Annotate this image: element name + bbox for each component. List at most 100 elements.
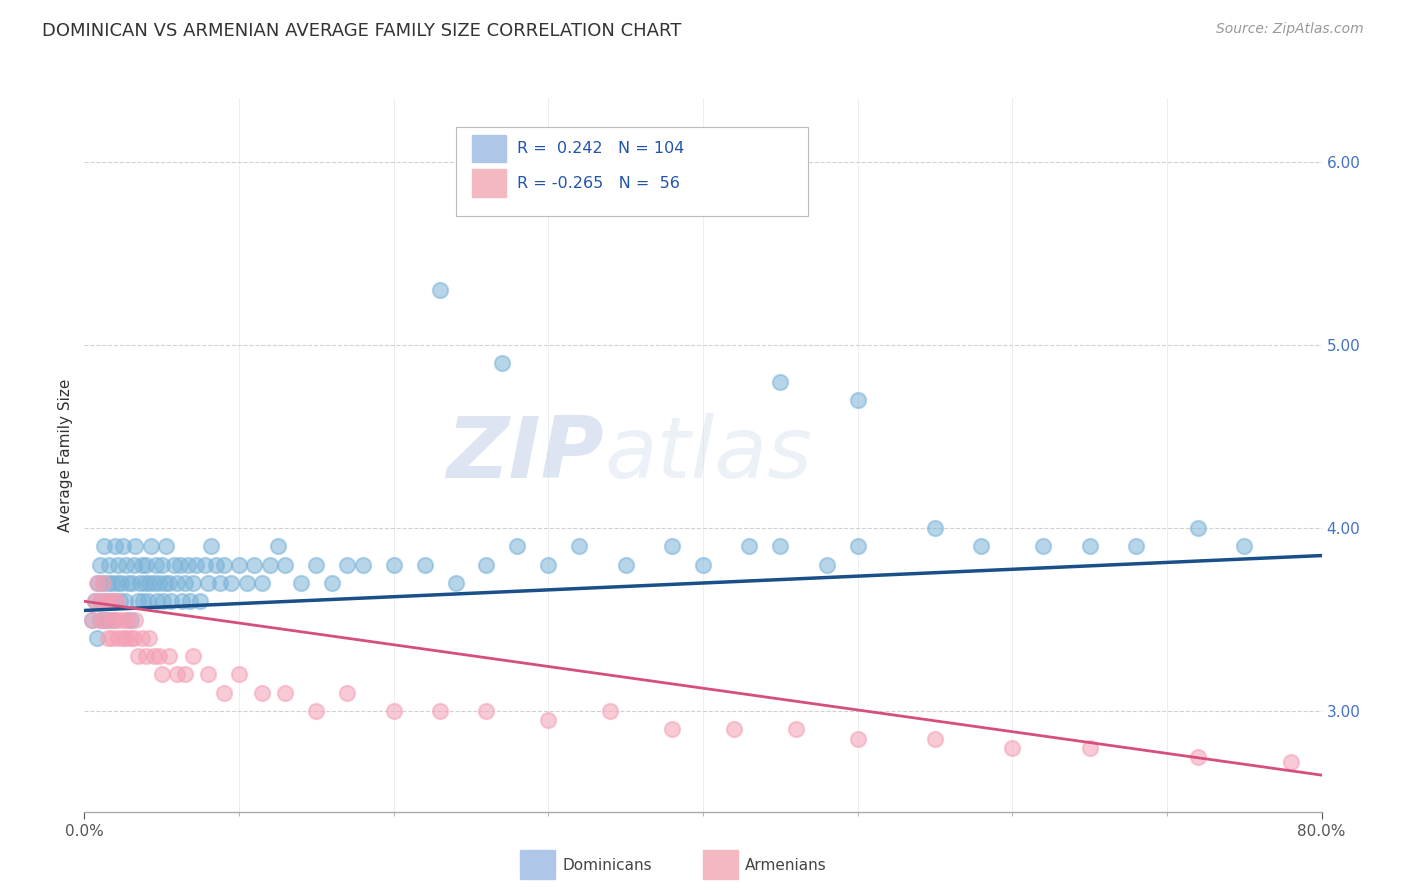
Point	[321, 576, 343, 591]
Point	[1078, 540, 1101, 554]
Point	[738, 540, 761, 554]
Point	[1279, 756, 1302, 770]
Point	[491, 356, 513, 370]
Y-axis label: Average Family Size: Average Family Size	[58, 378, 73, 532]
Text: R =  0.242   N = 104: R = 0.242 N = 104	[517, 141, 685, 156]
Point	[152, 594, 174, 608]
Point	[846, 731, 869, 746]
Point	[475, 704, 498, 718]
Point	[166, 576, 188, 591]
Point	[228, 667, 250, 681]
Point	[98, 558, 121, 572]
Point	[105, 576, 128, 591]
Point	[537, 713, 560, 727]
Point	[235, 576, 259, 591]
FancyBboxPatch shape	[456, 127, 808, 216]
Point	[661, 540, 683, 554]
Point	[219, 576, 242, 591]
Point	[107, 558, 129, 572]
Point	[537, 558, 560, 572]
Point	[100, 594, 122, 608]
Point	[150, 667, 173, 681]
Point	[194, 558, 217, 572]
Point	[846, 392, 869, 407]
Point	[91, 576, 114, 591]
Point	[243, 558, 266, 572]
Point	[120, 613, 142, 627]
Point	[815, 558, 838, 572]
Point	[115, 558, 138, 572]
Point	[96, 631, 118, 645]
Point	[250, 576, 273, 591]
Point	[132, 594, 155, 608]
Point	[86, 631, 108, 645]
Point	[131, 631, 153, 645]
Point	[1233, 540, 1256, 554]
Point	[114, 613, 136, 627]
Point	[143, 576, 166, 591]
Point	[104, 613, 127, 627]
Point	[1125, 540, 1147, 554]
Point	[148, 576, 170, 591]
Point	[506, 540, 529, 554]
Point	[129, 576, 152, 591]
Point	[104, 540, 127, 554]
Point	[1032, 540, 1054, 554]
Point	[160, 594, 183, 608]
Point	[413, 558, 436, 572]
Point	[166, 667, 188, 681]
Point	[352, 558, 374, 572]
Point	[146, 594, 169, 608]
Point	[104, 594, 127, 608]
Point	[112, 540, 135, 554]
Point	[274, 686, 297, 700]
Point	[94, 594, 117, 608]
Point	[148, 649, 170, 664]
Point	[82, 613, 104, 627]
Point	[131, 558, 153, 572]
Point	[84, 594, 107, 608]
Point	[200, 540, 222, 554]
Point	[120, 631, 142, 645]
Point	[89, 613, 111, 627]
Point	[212, 558, 235, 572]
Text: Source: ZipAtlas.com: Source: ZipAtlas.com	[1216, 22, 1364, 37]
Point	[150, 558, 173, 572]
Point	[846, 540, 869, 554]
Point	[614, 558, 637, 572]
Text: Armenians: Armenians	[745, 858, 827, 872]
Point	[138, 576, 160, 591]
Text: R = -0.265   N =  56: R = -0.265 N = 56	[517, 176, 681, 191]
Point	[336, 558, 359, 572]
Point	[267, 540, 290, 554]
Point	[568, 540, 591, 554]
Point	[250, 686, 273, 700]
Point	[197, 576, 219, 591]
Text: atlas: atlas	[605, 413, 813, 497]
Point	[96, 613, 118, 627]
Point	[769, 375, 792, 389]
Point	[101, 576, 124, 591]
Point	[924, 521, 946, 535]
Point	[90, 613, 112, 627]
Point	[209, 576, 232, 591]
Point	[1187, 521, 1209, 535]
Point	[122, 631, 145, 645]
Point	[145, 558, 167, 572]
Point	[87, 576, 110, 591]
Point	[101, 631, 124, 645]
Point	[924, 731, 946, 746]
FancyBboxPatch shape	[471, 169, 506, 196]
Point	[103, 594, 125, 608]
Point	[599, 704, 621, 718]
Point	[174, 576, 197, 591]
Point	[90, 594, 112, 608]
Point	[89, 558, 111, 572]
Point	[115, 631, 138, 645]
Text: Dominicans: Dominicans	[562, 858, 652, 872]
Point	[93, 613, 115, 627]
Point	[139, 540, 162, 554]
Text: ZIP: ZIP	[446, 413, 605, 497]
Text: DOMINICAN VS ARMENIAN AVERAGE FAMILY SIZE CORRELATION CHART: DOMINICAN VS ARMENIAN AVERAGE FAMILY SIZ…	[42, 22, 682, 40]
Point	[429, 283, 451, 297]
